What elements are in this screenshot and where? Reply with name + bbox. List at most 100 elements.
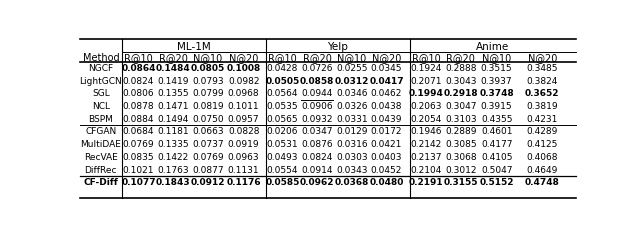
Text: 0.0421: 0.0421 xyxy=(371,140,402,149)
Text: 0.1484: 0.1484 xyxy=(156,64,191,73)
Text: N@20: N@20 xyxy=(229,53,259,63)
Text: 0.0565: 0.0565 xyxy=(266,114,298,123)
Text: 0.1176: 0.1176 xyxy=(227,178,261,186)
Text: 0.0438: 0.0438 xyxy=(371,102,403,110)
Text: 0.0326: 0.0326 xyxy=(336,102,367,110)
Text: 0.2063: 0.2063 xyxy=(410,102,442,110)
Text: 0.0535: 0.0535 xyxy=(266,102,298,110)
Text: 0.0172: 0.0172 xyxy=(371,127,403,136)
Text: 0.1843: 0.1843 xyxy=(156,178,191,186)
Text: R@20: R@20 xyxy=(447,53,476,63)
Text: 0.4231: 0.4231 xyxy=(527,114,558,123)
Text: 0.0914: 0.0914 xyxy=(301,165,333,174)
Text: 0.0726: 0.0726 xyxy=(301,64,333,73)
Text: NCL: NCL xyxy=(92,102,110,110)
Text: 0.0505: 0.0505 xyxy=(265,76,300,85)
Text: 0.0878: 0.0878 xyxy=(123,102,154,110)
Text: 0.0884: 0.0884 xyxy=(123,114,154,123)
Text: N@20: N@20 xyxy=(372,53,401,63)
Text: N@10: N@10 xyxy=(193,53,223,63)
Text: 0.3748: 0.3748 xyxy=(479,89,514,98)
Text: 0.1994: 0.1994 xyxy=(409,89,444,98)
Text: 0.1021: 0.1021 xyxy=(123,165,154,174)
Text: 0.3915: 0.3915 xyxy=(481,102,513,110)
Text: 0.0346: 0.0346 xyxy=(336,89,367,98)
Text: 0.2071: 0.2071 xyxy=(410,76,442,85)
Text: 0.0828: 0.0828 xyxy=(228,127,259,136)
Text: 0.3085: 0.3085 xyxy=(445,140,477,149)
Text: 0.3824: 0.3824 xyxy=(527,76,558,85)
Text: 0.2191: 0.2191 xyxy=(409,178,444,186)
Text: LightGCN: LightGCN xyxy=(79,76,122,85)
Text: 0.0663: 0.0663 xyxy=(192,127,224,136)
Text: DiffRec: DiffRec xyxy=(84,165,117,174)
Text: 0.2918: 0.2918 xyxy=(444,89,478,98)
Text: 0.5047: 0.5047 xyxy=(481,165,513,174)
Text: CFGAN: CFGAN xyxy=(85,127,116,136)
Text: 0.0919: 0.0919 xyxy=(228,140,259,149)
Text: R@20: R@20 xyxy=(159,53,188,63)
Text: 0.0835: 0.0835 xyxy=(123,152,154,161)
Text: 0.1422: 0.1422 xyxy=(157,152,189,161)
Text: 0.2889: 0.2889 xyxy=(445,127,477,136)
Text: 0.0312: 0.0312 xyxy=(335,76,369,85)
Text: 0.2054: 0.2054 xyxy=(410,114,442,123)
Text: 0.0345: 0.0345 xyxy=(371,64,403,73)
Text: 0.0331: 0.0331 xyxy=(336,114,367,123)
Text: 0.0799: 0.0799 xyxy=(192,89,224,98)
Text: 0.4125: 0.4125 xyxy=(527,140,558,149)
Text: 0.0957: 0.0957 xyxy=(228,114,259,123)
Text: 0.4649: 0.4649 xyxy=(527,165,558,174)
Text: 0.0452: 0.0452 xyxy=(371,165,402,174)
Text: 0.3819: 0.3819 xyxy=(527,102,558,110)
Text: 0.0303: 0.0303 xyxy=(336,152,367,161)
Text: 0.0129: 0.0129 xyxy=(336,127,367,136)
Text: 0.4289: 0.4289 xyxy=(527,127,558,136)
Text: 0.2137: 0.2137 xyxy=(410,152,442,161)
Text: 0.4068: 0.4068 xyxy=(527,152,558,161)
Text: 0.3485: 0.3485 xyxy=(527,64,558,73)
Text: 0.0417: 0.0417 xyxy=(369,76,404,85)
Text: 0.4748: 0.4748 xyxy=(525,178,560,186)
Text: 0.1011: 0.1011 xyxy=(228,102,259,110)
Text: 0.0737: 0.0737 xyxy=(192,140,224,149)
Text: 0.0493: 0.0493 xyxy=(267,152,298,161)
Text: 0.0750: 0.0750 xyxy=(192,114,224,123)
Text: 0.0819: 0.0819 xyxy=(192,102,224,110)
Text: 0.5152: 0.5152 xyxy=(479,178,514,186)
Text: 0.3043: 0.3043 xyxy=(445,76,477,85)
Text: 0.1181: 0.1181 xyxy=(157,127,189,136)
Text: 0.0347: 0.0347 xyxy=(301,127,333,136)
Text: 0.1763: 0.1763 xyxy=(157,165,189,174)
Text: 0.1946: 0.1946 xyxy=(410,127,442,136)
Text: 0.3103: 0.3103 xyxy=(445,114,477,123)
Text: 0.3012: 0.3012 xyxy=(445,165,477,174)
Text: N@10: N@10 xyxy=(482,53,511,63)
Text: 0.0585: 0.0585 xyxy=(265,178,300,186)
Text: 0.0316: 0.0316 xyxy=(336,140,367,149)
Text: 0.0944: 0.0944 xyxy=(301,89,333,98)
Text: 0.1355: 0.1355 xyxy=(157,89,189,98)
Text: N@10: N@10 xyxy=(337,53,367,63)
Text: 0.1494: 0.1494 xyxy=(157,114,189,123)
Text: NGCF: NGCF xyxy=(88,64,113,73)
Text: 0.1335: 0.1335 xyxy=(157,140,189,149)
Text: 0.4601: 0.4601 xyxy=(481,127,513,136)
Text: 0.0368: 0.0368 xyxy=(335,178,369,186)
Text: 0.0255: 0.0255 xyxy=(336,64,367,73)
Text: 0.0793: 0.0793 xyxy=(192,76,224,85)
Text: 0.0769: 0.0769 xyxy=(123,140,154,149)
Text: 0.0968: 0.0968 xyxy=(228,89,259,98)
Text: 0.0684: 0.0684 xyxy=(123,127,154,136)
Text: 0.0912: 0.0912 xyxy=(191,178,225,186)
Text: 0.0877: 0.0877 xyxy=(192,165,224,174)
Text: SGL: SGL xyxy=(92,89,109,98)
Text: 0.4105: 0.4105 xyxy=(481,152,513,161)
Text: 0.0858: 0.0858 xyxy=(300,76,334,85)
Text: 0.0480: 0.0480 xyxy=(369,178,404,186)
Text: 0.0428: 0.0428 xyxy=(267,64,298,73)
Text: 0.0439: 0.0439 xyxy=(371,114,403,123)
Text: 0.0343: 0.0343 xyxy=(336,165,367,174)
Text: MultiDAE: MultiDAE xyxy=(81,140,121,149)
Text: RecVAE: RecVAE xyxy=(84,152,118,161)
